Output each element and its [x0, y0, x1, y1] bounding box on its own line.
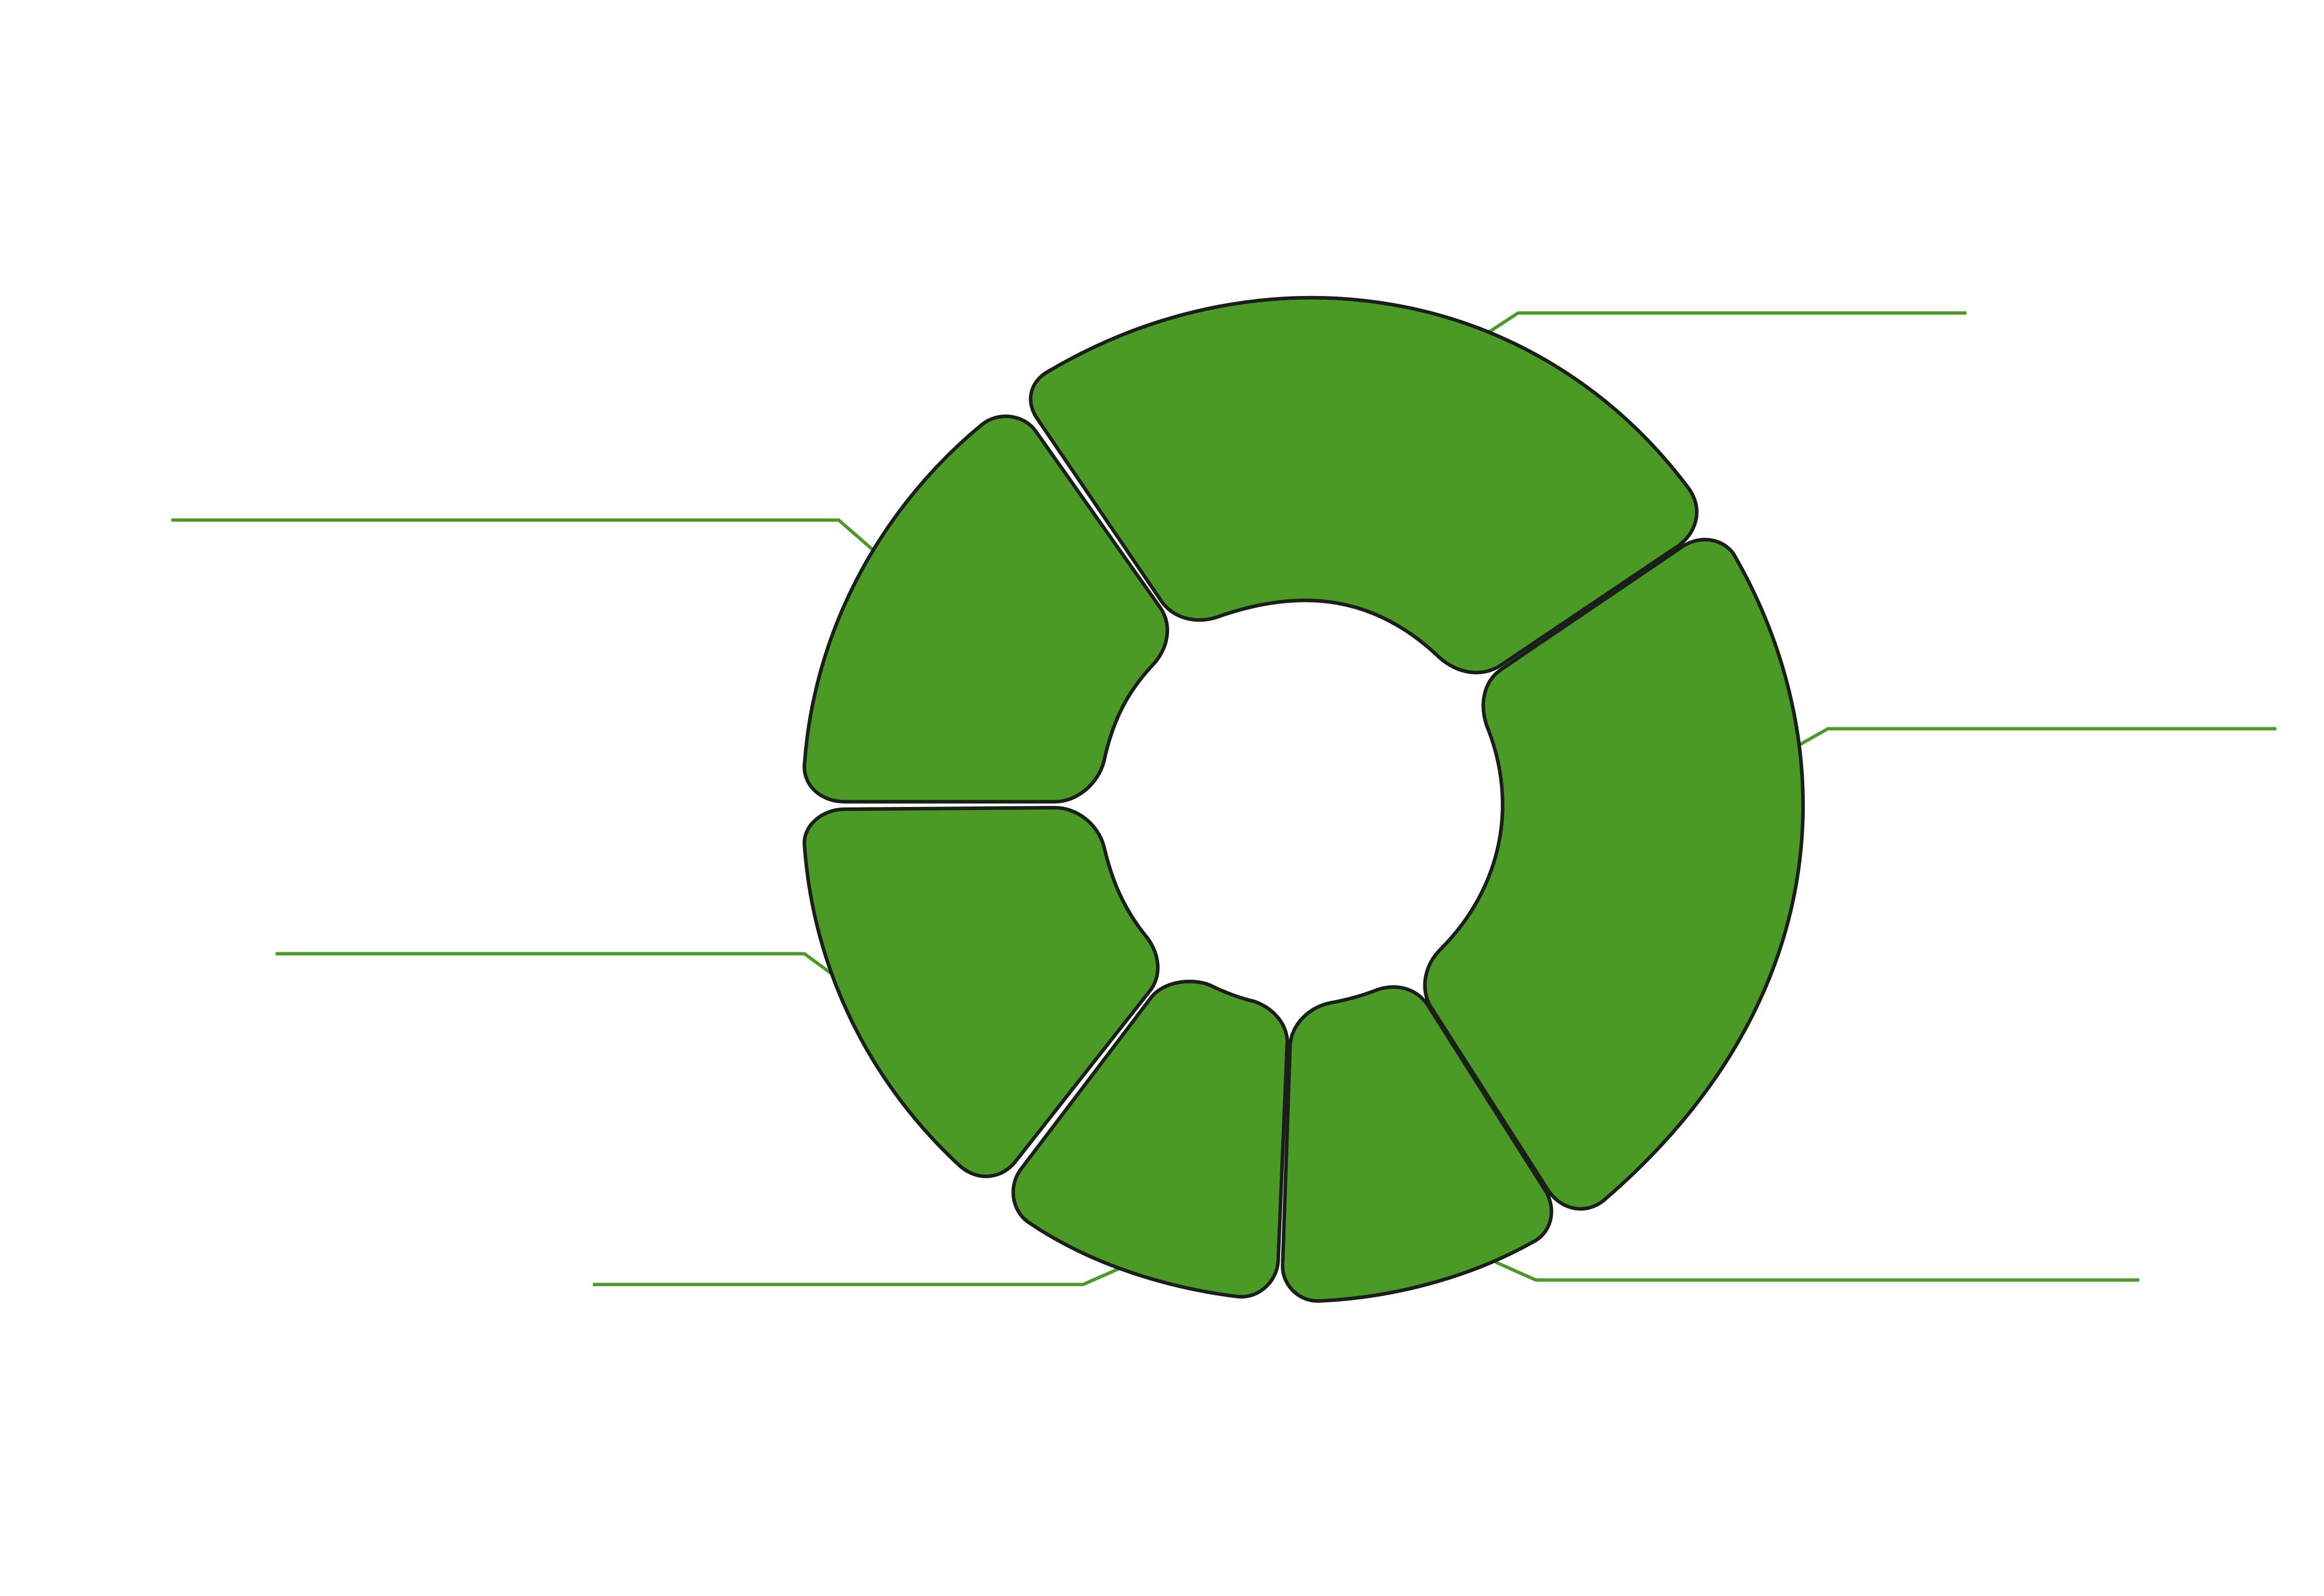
leader-line-right [1793, 727, 2277, 750]
segment-bottom-right[interactable] [1281, 985, 1554, 1303]
segment-left-lower[interactable] [803, 805, 1160, 1178]
segment-left-upper[interactable] [803, 414, 1169, 804]
segment-bottom-center[interactable] [1011, 979, 1289, 1299]
segment-top[interactable] [1029, 295, 1699, 675]
leader-line-bottom-center [592, 1266, 1121, 1286]
leader-line-left-lower [275, 952, 834, 976]
leader-line-left-upper [171, 518, 874, 551]
leader-lines [171, 311, 2277, 1286]
segment-right[interactable] [1423, 538, 1805, 1211]
donut-segments [803, 295, 1805, 1303]
leader-line-bottom-right [1495, 1260, 2140, 1282]
leader-line-top [1478, 311, 1967, 340]
